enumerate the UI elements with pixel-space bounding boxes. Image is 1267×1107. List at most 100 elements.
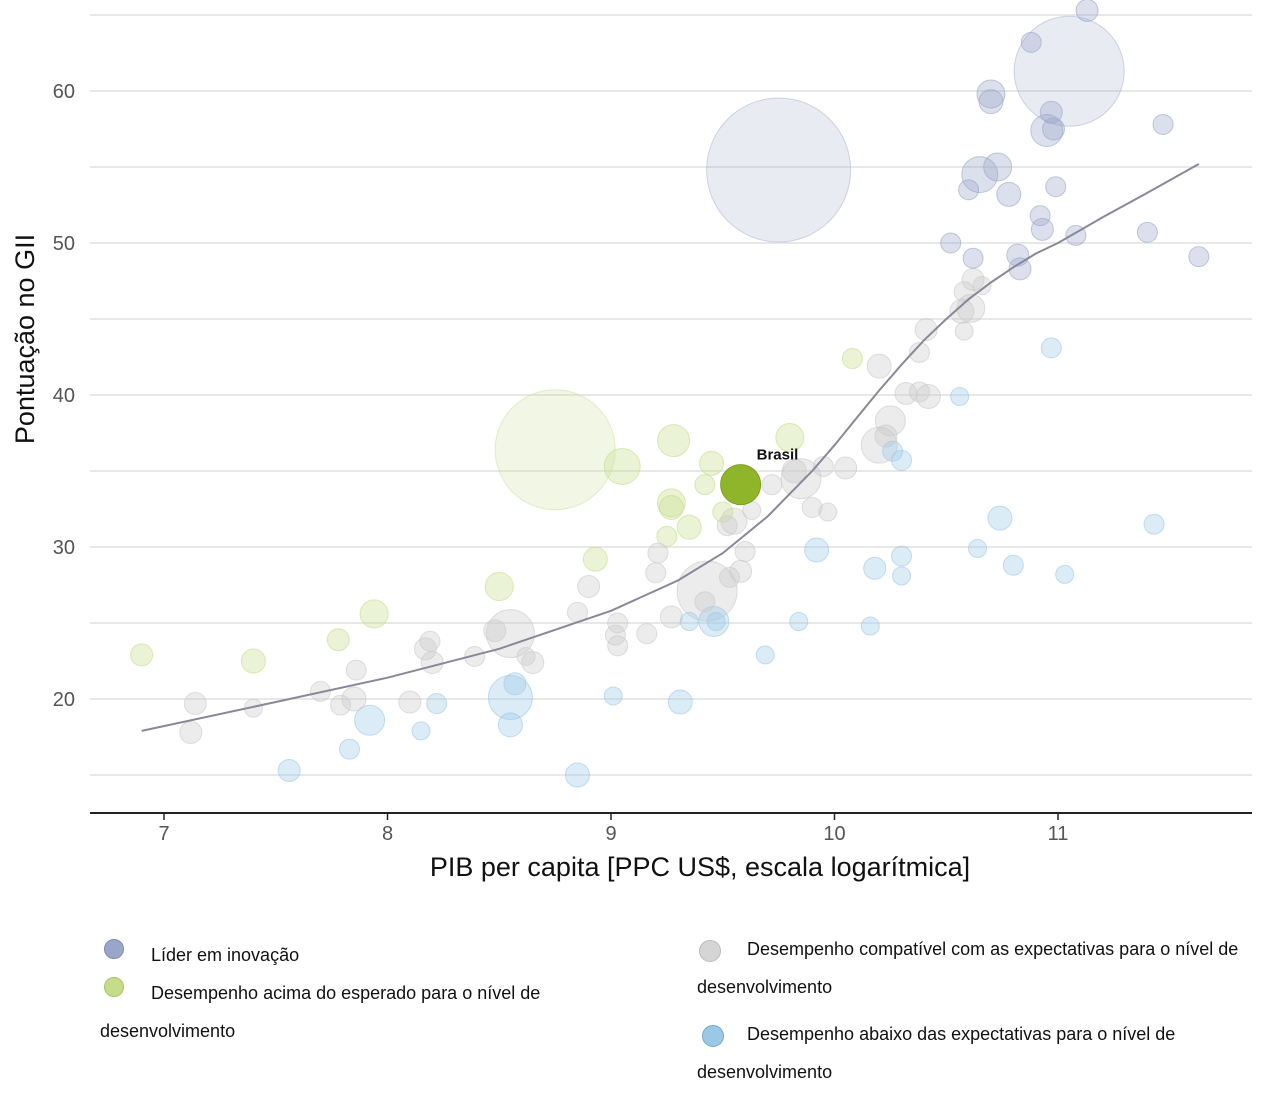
- data-point-above: [494, 389, 616, 511]
- data-point-in-line: [834, 456, 858, 480]
- data-point-in-line: [718, 566, 740, 588]
- data-point-above: [484, 572, 514, 602]
- data-point-leader: [976, 79, 1006, 109]
- legend-swatch-above: [104, 977, 124, 997]
- brasil-label: Brasil: [757, 447, 799, 464]
- data-point-in-line: [636, 623, 658, 645]
- legend-label-below: Desempenho abaixo das expectativas para …: [697, 1024, 1176, 1082]
- data-point-in-line: [894, 381, 918, 405]
- legend-item-below: Desempenho abaixo das expectativas para …: [697, 1015, 1257, 1091]
- legend-item-above: Desempenho acima do esperado para o níve…: [100, 974, 620, 1050]
- data-point-in-line: [694, 591, 716, 613]
- data-point-below: [804, 537, 830, 563]
- data-point-below: [339, 738, 361, 760]
- data-point-below: [354, 704, 386, 736]
- data-point-in-line: [801, 496, 823, 518]
- legend: Líder em inovação Desempenho acima do es…: [100, 936, 620, 1050]
- data-point-in-line: [485, 609, 535, 659]
- data-point-below: [1002, 554, 1024, 576]
- data-point-leader: [940, 232, 962, 254]
- data-point-leader: [1136, 221, 1158, 243]
- data-point-above: [676, 514, 702, 540]
- data-point-in-line: [345, 659, 367, 681]
- data-point-in-line: [464, 645, 486, 667]
- y-tick-label: 50: [53, 233, 75, 255]
- x-tick-label: 10: [823, 823, 845, 845]
- legend-item-leader: Líder em inovação: [100, 936, 620, 974]
- data-point-in-line: [604, 624, 626, 646]
- legend-swatch-leader: [104, 939, 124, 959]
- data-point-above: [582, 546, 608, 572]
- data-point-in-line: [818, 502, 838, 522]
- data-point-in-line: [908, 381, 930, 403]
- data-point-leader: [1188, 246, 1210, 268]
- trend-line: [141, 163, 1200, 732]
- data-point-in-line: [516, 646, 536, 666]
- data-point-in-line: [761, 474, 783, 496]
- data-point-in-line: [954, 321, 974, 341]
- data-point-below: [426, 693, 448, 715]
- data-point-leader: [1042, 117, 1066, 141]
- data-point-in-line: [483, 619, 507, 643]
- data-point-leader: [1039, 100, 1063, 124]
- data-point-below: [863, 556, 887, 580]
- data-point-above: [694, 474, 716, 496]
- data-point-below: [968, 539, 988, 559]
- data-point-below: [277, 758, 301, 782]
- legend-swatch-in-line: [699, 940, 721, 962]
- data-point-below: [1143, 513, 1165, 535]
- data-point-in-line: [908, 341, 930, 363]
- data-point-above: [775, 423, 805, 453]
- data-point-below: [564, 762, 590, 788]
- data-point-below: [1055, 564, 1075, 584]
- data-point-above: [240, 648, 266, 674]
- data-point-above: [658, 494, 684, 520]
- legend-label-in-line: Desempenho compatível com as expectativa…: [697, 939, 1239, 997]
- data-point-below: [892, 566, 912, 586]
- data-point-above: [359, 599, 389, 629]
- legend-item-in-line: Desempenho compatível com as expectativa…: [697, 930, 1257, 1006]
- y-tick-label: 60: [53, 81, 75, 103]
- data-point-in-line: [330, 694, 352, 716]
- data-point-in-line: [720, 507, 748, 535]
- data-point-below: [497, 712, 523, 738]
- data-point-in-line: [812, 455, 834, 477]
- data-point-leader: [1152, 113, 1174, 135]
- data-point-above: [656, 488, 686, 518]
- data-point-below: [882, 440, 904, 462]
- x-tick-label: 11: [1048, 823, 1069, 845]
- data-point-in-line: [577, 575, 601, 599]
- data-point-in-line: [647, 542, 669, 564]
- x-tick-label: 8: [382, 823, 393, 845]
- data-point-above: [699, 450, 725, 476]
- data-point-below: [411, 721, 431, 741]
- legend-right: Desempenho compatível com as expectativa…: [697, 930, 1257, 1091]
- data-point-in-line: [866, 353, 892, 379]
- data-point-below: [667, 689, 693, 715]
- data-point-leader: [1030, 217, 1054, 241]
- data-point-leader: [958, 179, 980, 201]
- data-point-leader: [961, 156, 999, 194]
- data-point-above: [656, 525, 678, 547]
- x-axis-title: PIB per capita [PPC US$, escala logarítm…: [430, 852, 970, 882]
- data-point-leader: [1075, 0, 1099, 22]
- data-point-above: [326, 628, 350, 652]
- x-tick-label: 9: [605, 823, 616, 845]
- data-point-below: [503, 672, 527, 696]
- data-point-in-line: [645, 562, 667, 584]
- data-point-below: [987, 505, 1013, 531]
- highlight-group: Brasil: [720, 447, 799, 506]
- data-point-in-line: [398, 690, 422, 714]
- data-point-leader: [1013, 15, 1125, 127]
- data-point-below: [891, 545, 913, 567]
- data-point-below: [860, 616, 880, 636]
- grid: [90, 14, 1252, 776]
- data-point-in-line: [419, 630, 441, 652]
- data-point-below: [1040, 337, 1062, 359]
- y-tick-label: 20: [53, 689, 75, 711]
- data-point-above: [603, 447, 641, 485]
- scatter-chart: Brasil 7 8 9 10 11 20 30 40 50 60 PIB per capita…: [10, 0, 1252, 882]
- data-point-in-line: [949, 298, 975, 324]
- data-point-below: [789, 611, 809, 631]
- data-point-above: [841, 348, 863, 370]
